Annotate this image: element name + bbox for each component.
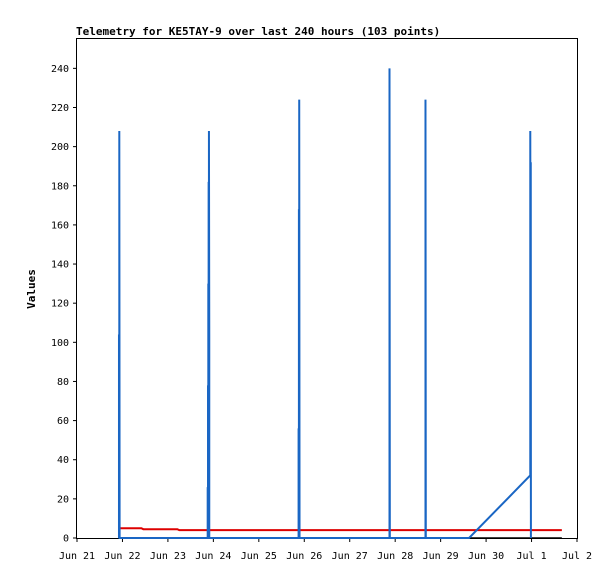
x-tick-label: Jun 24 — [195, 551, 231, 562]
y-axis: 0 20 40 60 80 100 120 140 160 180 200 220 240 — [51, 64, 77, 545]
x-tick-label: Jun 21 — [59, 551, 95, 562]
x-tick-label: Jun 23 — [150, 551, 186, 562]
y-tick-label: 0 — [63, 534, 69, 545]
chart-title: Telemetry for KE5TAY-9 over last 240 hou… — [76, 25, 440, 38]
x-tick-label: Jul 1 — [516, 551, 546, 562]
x-axis: Jun 21 Jun 22 Jun 23 Jun 24 Jun 25 Jun 26 Jun … — [59, 538, 592, 562]
y-tick-label: 60 — [57, 416, 69, 427]
x-tick-label: Jun 28 — [377, 551, 413, 562]
x-tick-label: Jun 30 — [468, 551, 504, 562]
y-tick-label: 160 — [51, 220, 69, 231]
y-tick-label: 240 — [51, 64, 69, 75]
x-tick-label: Jun 29 — [423, 551, 459, 562]
x-tick-label: Jul 2 — [562, 551, 592, 562]
y-tick-label: 220 — [51, 103, 69, 114]
y-tick-label: 40 — [57, 455, 69, 466]
x-tick-label: Jun 22 — [104, 551, 140, 562]
y-tick-label: 120 — [51, 299, 69, 310]
y-tick-label: 100 — [51, 338, 69, 349]
y-tick-label: 80 — [57, 377, 69, 388]
plot-area — [76, 38, 578, 539]
y-axis-label: Values — [25, 269, 38, 309]
y-tick-label: 140 — [51, 260, 69, 271]
x-tick-label: Jun 25 — [241, 551, 277, 562]
x-tick-label: Jun 27 — [332, 551, 368, 562]
y-tick-label: 20 — [57, 494, 69, 505]
series-line-0 — [117, 68, 532, 539]
y-tick-label: 200 — [51, 142, 69, 153]
series-layer — [117, 68, 562, 539]
y-tick-label: 180 — [51, 181, 69, 192]
x-tick-label: Jun 26 — [286, 551, 322, 562]
series-line-1 — [118, 527, 562, 532]
